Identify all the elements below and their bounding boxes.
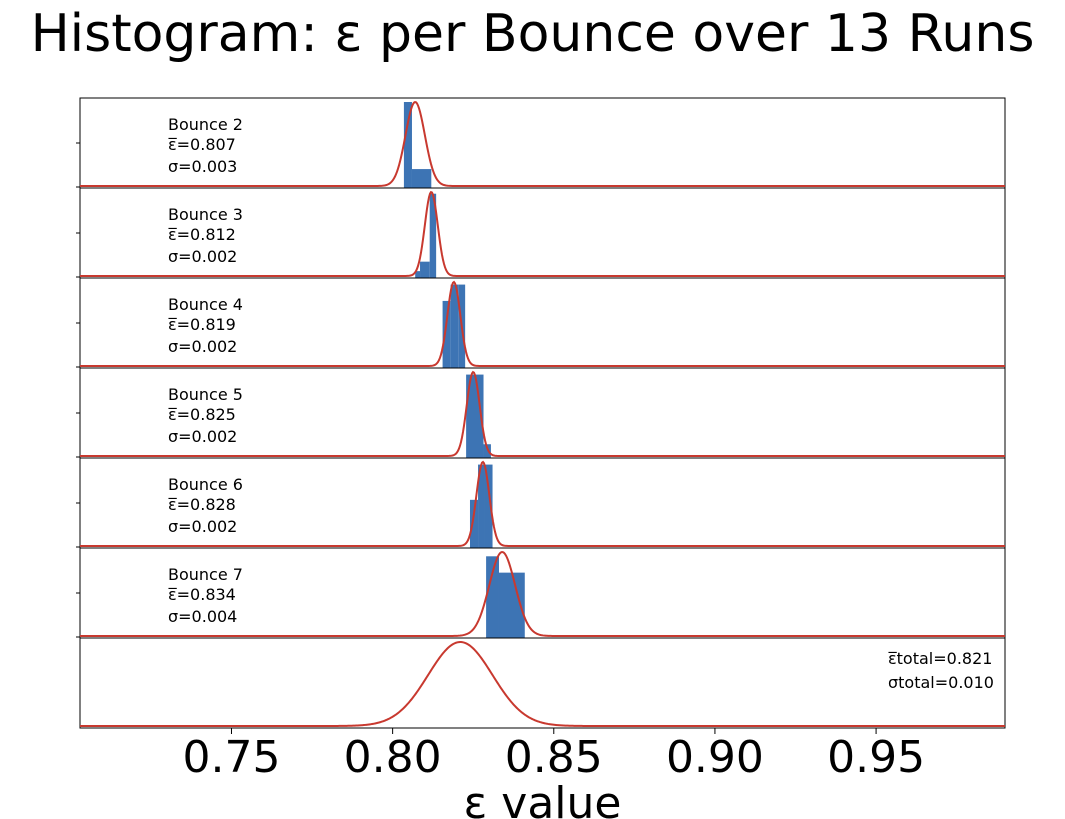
x-tick-label: 0.85 <box>505 732 603 783</box>
bounce-label: Bounce 4 <box>168 295 243 314</box>
x-tick-label: 0.90 <box>666 732 764 783</box>
histogram-bar <box>411 169 432 188</box>
histogram-bar <box>483 444 491 458</box>
panel-frame <box>79 547 1006 639</box>
gaussian-fit-curve <box>80 460 1005 547</box>
histogram-bar <box>415 271 421 278</box>
mean-label: ε̅=0.819 <box>168 315 236 334</box>
bounce-label: Bounce 3 <box>168 205 243 224</box>
panel-frame <box>79 187 1006 279</box>
sigma-label: σ=0.002 <box>168 427 237 446</box>
mean-label: ε̅=0.834 <box>168 585 236 604</box>
mean-label: ε̅=0.812 <box>168 225 236 244</box>
sigma-label: σ=0.004 <box>168 607 237 626</box>
gaussian-fit-curve <box>80 550 1005 637</box>
bounce-label: Bounce 7 <box>168 565 243 584</box>
bounce-label: Bounce 2 <box>168 115 243 134</box>
x-axis-label: ε value <box>464 778 622 819</box>
mean-label: ε̅=0.828 <box>168 495 236 514</box>
gaussian-fit-curve <box>80 190 1005 277</box>
sigma-label: σ=0.002 <box>168 247 237 266</box>
mean-label: ε̅=0.825 <box>168 405 236 424</box>
bounce-label: Bounce 5 <box>168 385 243 404</box>
histogram-bar <box>403 102 412 188</box>
sigma-label: σ=0.003 <box>168 157 237 176</box>
histogram-bar <box>469 499 479 548</box>
total-sigma-label: σtotal=0.010 <box>888 673 994 692</box>
chart-title: Histogram: ε per Bounce over 13 Runs <box>30 4 1035 64</box>
histogram-bar <box>420 261 430 278</box>
mean-label: ε̅=0.807 <box>168 135 236 154</box>
histogram-bar <box>486 556 499 638</box>
x-tick-label: 0.95 <box>827 732 925 783</box>
x-tick-label: 0.75 <box>182 732 280 783</box>
histogram-bar <box>442 300 451 368</box>
gaussian-fit-curve <box>80 370 1005 457</box>
histogram-bar <box>484 464 493 548</box>
histogram-bar <box>478 464 485 548</box>
panel-frame <box>79 277 1006 369</box>
bounce-label: Bounce 6 <box>168 475 243 494</box>
panel-frame <box>79 97 1006 189</box>
histogram-bar <box>429 193 437 278</box>
total-panel-frame <box>79 637 1006 729</box>
total-mean-label: ε̅total=0.821 <box>888 649 993 668</box>
x-tick-label: 0.80 <box>344 732 442 783</box>
gaussian-fit-curve <box>80 100 1005 187</box>
total-gaussian-curve <box>80 640 1005 727</box>
sigma-label: σ=0.002 <box>168 337 237 356</box>
gaussian-fit-curve <box>80 280 1005 367</box>
sigma-label: σ=0.002 <box>168 517 237 536</box>
histogram-bar <box>450 284 459 368</box>
